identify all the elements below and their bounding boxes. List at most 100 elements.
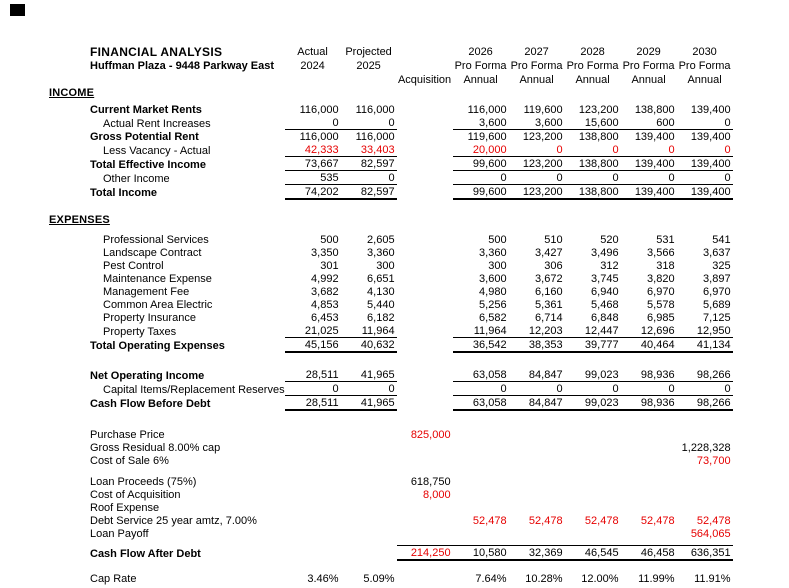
value-cell: [397, 298, 453, 311]
value-cell: 15,600: [564, 116, 621, 130]
value-cell: 825,000: [410, 429, 451, 441]
value-cell: 1,228,328: [681, 442, 731, 454]
value-cell: 63,058: [452, 368, 509, 382]
value-cell: 4,130: [367, 286, 395, 298]
value-cell: 38,353: [508, 337, 565, 353]
value-cell: 98,936: [620, 395, 677, 411]
value-cell: [565, 441, 621, 454]
value-cell: 3,427: [535, 247, 563, 259]
value-cell: [509, 475, 565, 488]
value-cell: 138,800: [564, 156, 621, 171]
value-cell: 0: [340, 381, 397, 396]
spacer-row: [35, 352, 733, 368]
value-cell: 0: [676, 381, 733, 396]
value-cell: 123,200: [522, 131, 563, 143]
column-header: Pro Forma: [566, 60, 619, 72]
value-cell: 6,160: [535, 286, 563, 298]
value-cell: 7.64%: [475, 573, 507, 585]
value-cell: [397, 396, 453, 411]
value-cell: 12,696: [620, 324, 677, 338]
value-cell: 139,400: [676, 156, 733, 171]
value-cell: [397, 441, 453, 454]
value-cell: 5,689: [703, 299, 731, 311]
value-cell: [565, 488, 621, 501]
value-cell: 82,597: [340, 184, 397, 200]
column-header: 2025: [356, 60, 381, 72]
value-cell: 618,750: [410, 476, 451, 488]
table-row: Other Income 535 0 0 0 0 0 0: [35, 170, 733, 185]
value-cell: 500: [320, 234, 339, 246]
value-cell: 0: [284, 116, 341, 130]
value-cell: 0: [676, 143, 733, 157]
value-cell: 139,400: [690, 131, 731, 143]
value-cell: 564,065: [690, 528, 731, 540]
row-label: Cost of Sale 6%: [90, 455, 169, 467]
column-header: Actual: [297, 46, 328, 58]
value-cell: [285, 454, 341, 467]
value-cell: 98,936: [620, 368, 677, 382]
value-cell: 3,566: [647, 247, 675, 259]
value-cell: 139,400: [690, 104, 731, 116]
column-header: 2027: [524, 46, 549, 58]
value-cell: 63,058: [452, 395, 509, 411]
value-cell: [621, 488, 677, 501]
column-header: [397, 58, 453, 72]
spacer: [35, 467, 733, 475]
value-cell: [397, 185, 453, 200]
value-cell: 510: [544, 234, 563, 246]
value-cell: 6,582: [479, 312, 507, 324]
value-cell: 0: [564, 381, 621, 396]
row-label: Management Fee: [103, 286, 190, 298]
value-cell: 3,682: [311, 286, 339, 298]
value-cell: 6,985: [647, 312, 675, 324]
value-cell: 6,182: [367, 312, 395, 324]
column-header: Annual: [519, 74, 554, 86]
value-cell: 3.46%: [307, 573, 339, 585]
table-row: Current Market Rents 116,000 116,000 116,00…: [35, 103, 733, 116]
row-label: Actual Rent Increases: [103, 117, 211, 130]
column-header: Acquisition: [397, 74, 452, 86]
property-address: Huffman Plaza - 9448 Parkway East: [90, 60, 275, 72]
value-cell: [341, 501, 397, 514]
table-row: Total Income 74,202 82,597 99,600 123,200 138…: [35, 184, 733, 200]
value-cell: 52,478: [640, 515, 675, 527]
value-cell: [397, 259, 453, 272]
header-label-spacer: [35, 72, 285, 86]
column-header: Annual: [575, 74, 610, 86]
value-cell: 138,800: [564, 184, 621, 200]
spacer: [35, 560, 733, 572]
column-header: 2024: [300, 60, 325, 72]
column-header: Pro Forma: [454, 60, 507, 72]
table-row: Purchase Price 825,000: [35, 428, 733, 441]
value-cell: 301: [320, 260, 339, 272]
row-label: Cash Flow Before Debt: [90, 398, 211, 410]
value-cell: 11,964: [340, 324, 397, 338]
value-cell: 6,848: [591, 312, 619, 324]
row-label: Total Effective Income: [90, 158, 206, 171]
value-cell: 3,496: [591, 247, 619, 259]
value-cell: 0: [508, 170, 565, 185]
value-cell: 0: [452, 381, 509, 396]
value-cell: 40,464: [620, 337, 677, 353]
value-cell: 11.99%: [638, 573, 675, 585]
value-cell: [621, 475, 677, 488]
value-cell: [453, 527, 509, 540]
value-cell: 99,600: [452, 156, 509, 171]
value-cell: [397, 572, 453, 585]
value-cell: 116,000: [299, 104, 339, 116]
value-cell: 84,847: [508, 395, 565, 411]
value-cell: 2,605: [367, 234, 395, 246]
value-cell: 6,940: [591, 286, 619, 298]
value-cell: 12,203: [508, 324, 565, 338]
table-row: Property Insurance 6,453 6,182 6,582 6,714 6,…: [35, 311, 733, 324]
column-header: Pro Forma: [510, 60, 563, 72]
value-cell: [397, 233, 453, 246]
value-cell: 20,000: [452, 143, 509, 157]
value-cell: [341, 527, 397, 540]
value-cell: 98,266: [676, 368, 733, 382]
value-cell: 306: [544, 260, 563, 272]
row-label: Common Area Electric: [103, 299, 213, 311]
value-cell: [397, 368, 453, 382]
table-row: Loan Proceeds (75%) 618,750: [35, 475, 733, 488]
